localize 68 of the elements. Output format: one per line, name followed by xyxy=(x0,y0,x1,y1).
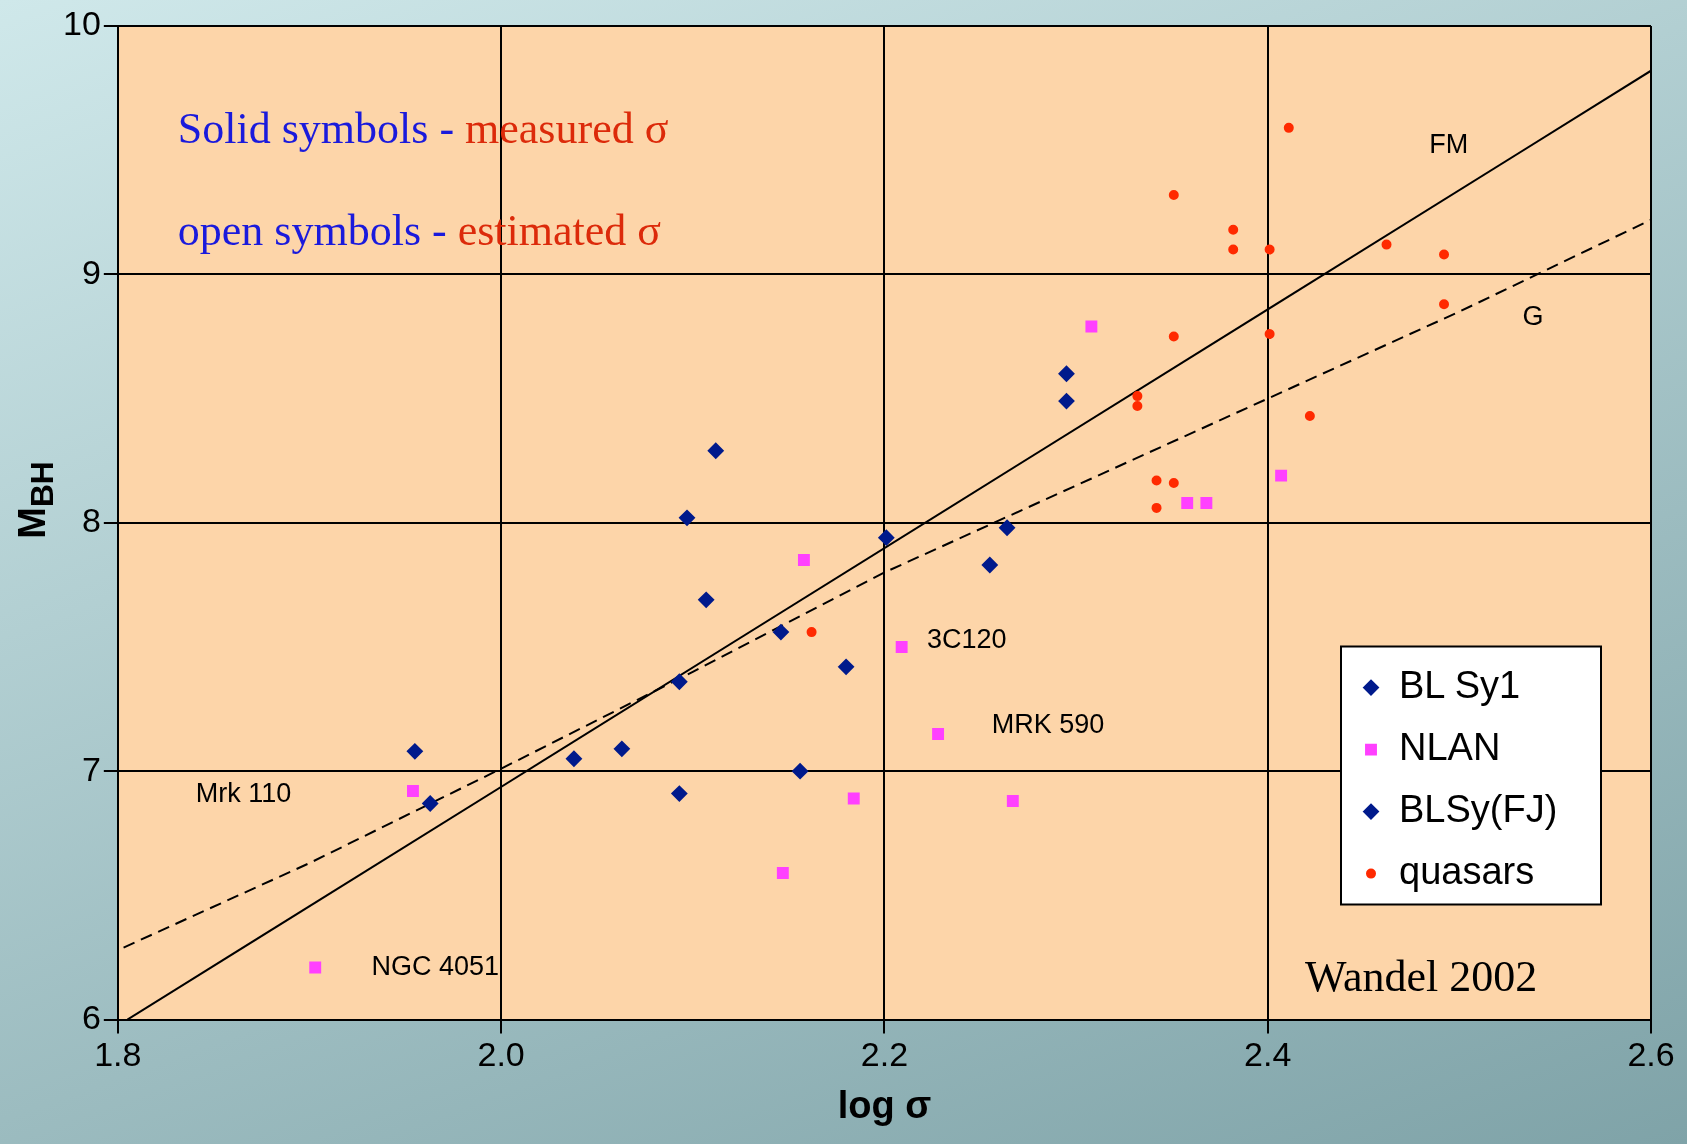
legend-label: BLSy(FJ) xyxy=(1399,788,1558,831)
point xyxy=(1228,244,1239,255)
point xyxy=(932,727,945,740)
x-tick-label: 2.2 xyxy=(860,1035,909,1074)
annotation: NGC 4051 xyxy=(371,950,499,981)
y-tick-label: 6 xyxy=(81,997,101,1036)
point xyxy=(1439,299,1450,310)
y-tick-label: 8 xyxy=(81,501,101,540)
point xyxy=(671,673,688,690)
legend-label: quasars xyxy=(1399,850,1535,893)
annotation: Mrk 110 xyxy=(195,777,292,808)
point xyxy=(1275,469,1288,482)
point xyxy=(1264,244,1275,255)
point xyxy=(806,627,817,638)
point xyxy=(1132,401,1143,412)
point xyxy=(1058,365,1075,382)
y-tick-label: 9 xyxy=(81,252,101,291)
point xyxy=(565,750,582,767)
point xyxy=(1151,502,1162,513)
point xyxy=(1151,475,1162,486)
x-tick-label: 1.8 xyxy=(94,1035,142,1074)
point xyxy=(407,785,419,798)
point xyxy=(1228,224,1239,235)
legend-label: NLAN xyxy=(1399,726,1501,769)
point xyxy=(792,763,809,780)
point xyxy=(1283,122,1294,133)
y-tick-label: 7 xyxy=(81,749,101,788)
point xyxy=(999,519,1016,536)
point xyxy=(776,867,789,879)
point xyxy=(797,554,810,567)
point xyxy=(1058,393,1075,410)
point xyxy=(698,591,715,608)
point xyxy=(671,785,688,802)
point xyxy=(1168,189,1179,200)
point xyxy=(847,792,860,805)
point xyxy=(1439,249,1450,260)
point xyxy=(772,624,789,641)
x-tick-label: 2.4 xyxy=(1244,1035,1292,1074)
point xyxy=(422,795,439,812)
x-tick-label: 2.6 xyxy=(1627,1035,1675,1074)
annotation: FM xyxy=(1429,128,1469,159)
annotation: Wandel 2002 xyxy=(1304,952,1538,1002)
x-tick-label: 2.0 xyxy=(477,1035,525,1074)
point xyxy=(309,961,322,974)
point xyxy=(878,529,895,546)
point xyxy=(707,442,724,459)
point xyxy=(406,743,423,760)
point xyxy=(1304,410,1315,421)
point xyxy=(1085,320,1098,333)
point xyxy=(679,509,696,526)
legend-label: BL Sy1 xyxy=(1399,664,1521,707)
x-axis-title: log σ xyxy=(837,1083,932,1126)
point xyxy=(1006,795,1019,807)
annotation: G xyxy=(1522,300,1544,331)
point xyxy=(1132,391,1143,402)
point xyxy=(1168,478,1179,489)
point xyxy=(1381,239,1392,250)
point xyxy=(1264,329,1275,340)
point xyxy=(838,658,855,675)
point xyxy=(613,740,630,757)
point xyxy=(981,557,998,574)
point xyxy=(1200,496,1213,509)
annotation: 3C120 xyxy=(926,624,1007,655)
y-tick-label: 10 xyxy=(62,4,101,43)
point xyxy=(895,641,908,653)
annotation: MRK 590 xyxy=(991,709,1105,740)
point xyxy=(1168,331,1179,342)
point xyxy=(1181,496,1194,509)
